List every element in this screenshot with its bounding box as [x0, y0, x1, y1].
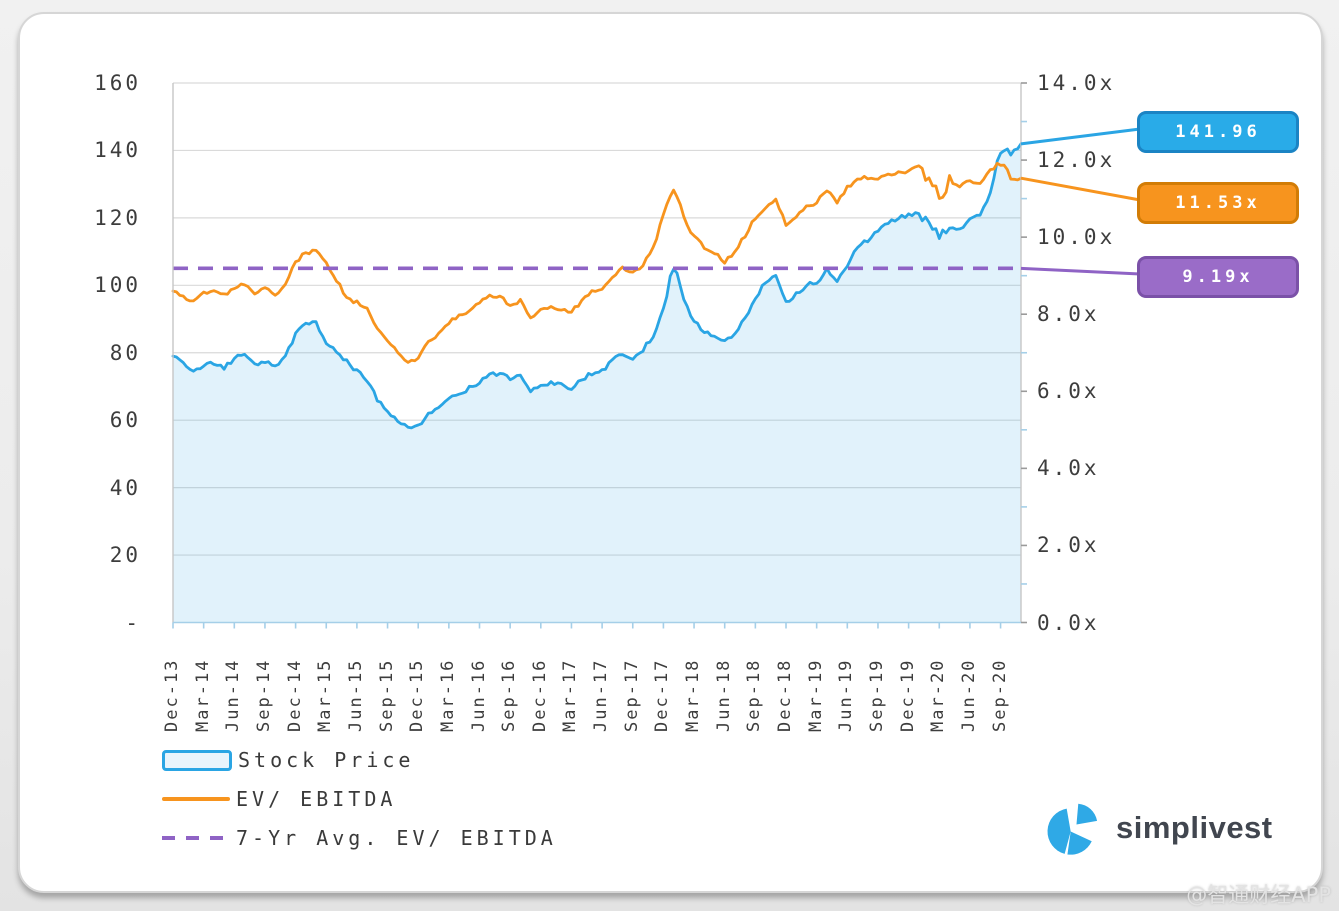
- y-axis-right-label: 6.0x: [1037, 379, 1100, 404]
- x-axis-label: Jun-20: [958, 658, 979, 732]
- x-axis-label: Jun-16: [468, 658, 489, 732]
- x-axis-label: Dec-13: [162, 658, 182, 732]
- y-axis-left-label: 120: [94, 205, 141, 230]
- x-axis-label: Dec-17: [652, 658, 673, 732]
- y-axis-left-label: 80: [109, 340, 141, 365]
- x-axis-label: Mar-15: [315, 658, 336, 732]
- y-axis-right-label: 8.0x: [1037, 302, 1100, 327]
- avg-ev-ebitda-swatch: [162, 836, 230, 840]
- x-axis-label: Dec-18: [775, 658, 795, 732]
- y-axis-left-label: -: [125, 610, 141, 635]
- x-axis-label: Mar-14: [192, 658, 213, 732]
- x-axis-label: Sep-17: [621, 658, 642, 732]
- legend-item-stock-price: Stock Price: [162, 746, 557, 774]
- brand-name: simplivest: [1116, 810, 1273, 845]
- simplivest-logo-icon: [1047, 803, 1098, 855]
- legend-item-ev-ebitda: EV/ EBITDA: [162, 785, 557, 813]
- callout-avg-ev-ebitda-value: 9.19x: [1137, 256, 1299, 298]
- y-axis-right-label: 14.0x: [1037, 71, 1116, 95]
- legend-label: EV/ EBITDA: [236, 787, 397, 811]
- chart-card: [18, 12, 1323, 893]
- x-axis-label: Sep-19: [866, 658, 887, 732]
- y-axis-left-label: 20: [109, 543, 141, 568]
- watermark: @智通财经APP: [1186, 883, 1331, 907]
- x-axis-label: Jun-14: [223, 658, 244, 732]
- legend-label: 7-Yr Avg. EV/ EBITDA: [236, 826, 557, 850]
- x-axis-label: Jun-15: [345, 658, 366, 732]
- x-axis-label: Dec-16: [529, 658, 550, 732]
- callout-label: 11.53x: [1175, 193, 1261, 213]
- legend-label: Stock Price: [238, 748, 415, 772]
- callout-ev-ebitda-value: 11.53x: [1137, 182, 1299, 224]
- stock-price-swatch: [162, 749, 232, 771]
- y-axis-left-label: 160: [94, 71, 141, 95]
- x-axis-label: Jun-19: [836, 658, 857, 732]
- x-axis-label: Sep-16: [499, 658, 520, 732]
- y-axis-left-label: 100: [94, 273, 141, 298]
- x-axis-label: Dec-15: [407, 658, 428, 732]
- y-axis-right-label: 2.0x: [1037, 533, 1100, 558]
- callout-label: 141.96: [1175, 122, 1261, 142]
- x-axis-label: Jun-17: [591, 658, 612, 732]
- x-axis-label: Mar-16: [437, 658, 458, 732]
- x-axis-label: Sep-14: [253, 658, 274, 732]
- x-axis-label: Dec-19: [897, 658, 918, 732]
- x-axis-label: Sep-20: [989, 658, 1010, 732]
- legend-item-avg-ev-ebitda: 7-Yr Avg. EV/ EBITDA: [162, 824, 557, 852]
- y-axis-right-label: 10.0x: [1037, 225, 1116, 250]
- y-axis-right-label: 4.0x: [1037, 456, 1100, 481]
- y-axis-left-label: 140: [94, 138, 141, 163]
- x-axis-label: Mar-20: [928, 658, 949, 732]
- x-axis-label: Sep-15: [376, 658, 397, 732]
- callout-stock-price-value: 141.96: [1137, 111, 1299, 153]
- x-axis-label: Dec-14: [284, 658, 305, 732]
- x-axis-label: Mar-17: [560, 658, 581, 732]
- y-axis-left-label: 60: [109, 408, 141, 433]
- callout-label: 9.19x: [1182, 267, 1254, 287]
- ev-ebitda-swatch: [162, 797, 230, 801]
- brand-lockup: simplivest: [1044, 799, 1273, 857]
- chart-legend: Stock Price EV/ EBITDA 7-Yr Avg. EV/ EBI…: [162, 746, 557, 863]
- y-axis-left-label: 40: [109, 475, 141, 500]
- x-axis-label: Jun-18: [713, 658, 734, 732]
- y-axis-right-label: 12.0x: [1037, 148, 1116, 173]
- x-axis-label: Mar-19: [805, 658, 826, 732]
- x-axis-label: Sep-18: [744, 658, 765, 732]
- x-axis-label: Mar-18: [683, 658, 704, 732]
- y-axis-right-label: 0.0x: [1037, 610, 1100, 635]
